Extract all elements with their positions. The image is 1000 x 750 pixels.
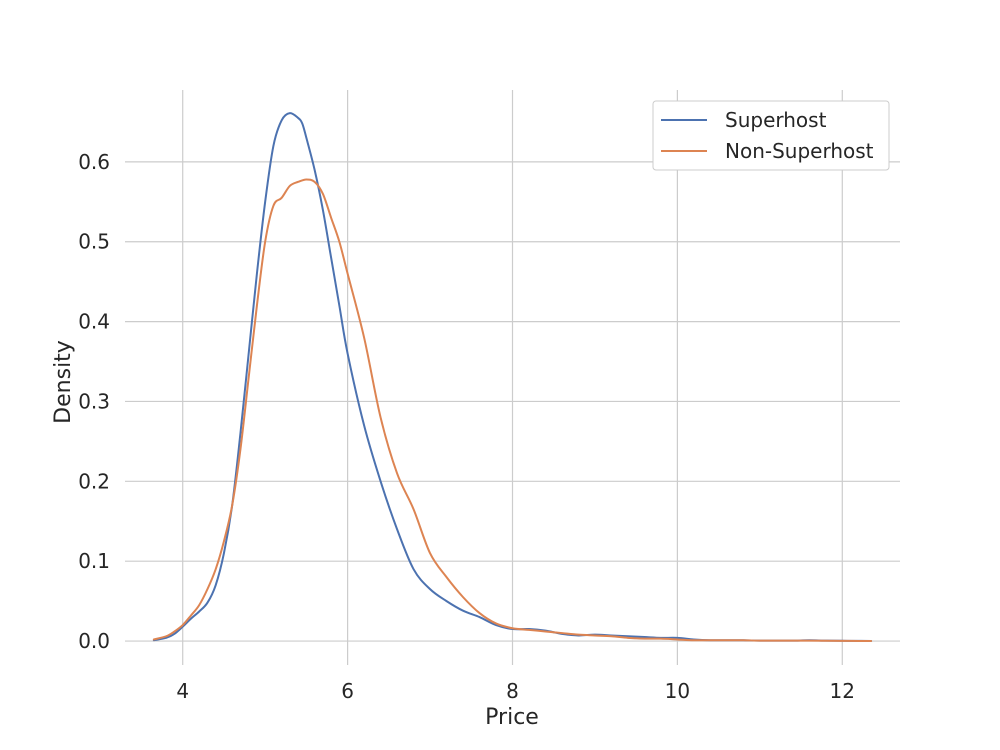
- y-axis: 0.0 0.1 0.2 0.3 0.4 0.5 0.6: [78, 150, 110, 653]
- y-tick-label: 0.6: [78, 150, 110, 174]
- x-axis-title: Price: [485, 705, 539, 730]
- series-line-non-superhost: [152, 178, 873, 642]
- x-tick-label: 10: [665, 679, 690, 703]
- grid: [125, 90, 900, 665]
- series-layer: [152, 112, 873, 642]
- x-tick-label: 12: [830, 679, 855, 703]
- y-tick-label: 0.1: [78, 549, 110, 573]
- y-tick-label: 0.3: [78, 389, 110, 413]
- y-tick-label: 0.4: [78, 310, 110, 334]
- y-tick-label: 0.0: [78, 629, 110, 653]
- y-tick-label: 0.2: [78, 469, 110, 493]
- legend-label-non-superhost: Non-Superhost: [725, 139, 874, 163]
- x-tick-label: 8: [506, 679, 519, 703]
- x-tick-label: 4: [176, 679, 189, 703]
- legend-box: [652, 100, 890, 171]
- x-tick-label: 6: [341, 679, 354, 703]
- y-tick-label: 0.5: [78, 230, 110, 254]
- legend-label-superhost: Superhost: [725, 108, 827, 132]
- x-axis: 4 6 8 10 12: [176, 679, 855, 703]
- y-axis-title: Density: [51, 340, 76, 424]
- legend: Superhost Non-Superhost: [652, 100, 890, 171]
